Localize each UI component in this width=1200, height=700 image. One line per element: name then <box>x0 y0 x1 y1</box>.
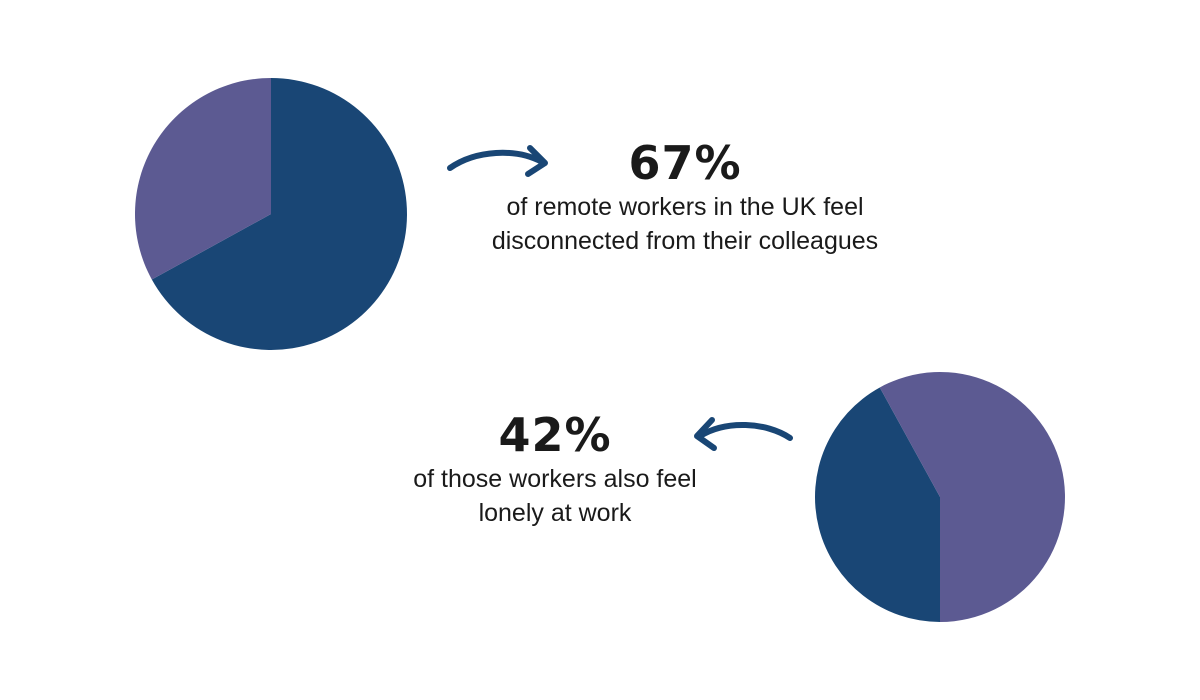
stat-description: of those workers also feel lonely at wor… <box>413 465 697 527</box>
stat-block-lonely: 42% of those workers also feel lonely at… <box>380 408 730 530</box>
pie-slice <box>134 78 271 280</box>
curved-arrow-left-icon <box>694 417 793 451</box>
stat-value: 67% <box>628 136 742 190</box>
pie-slice <box>879 372 1065 622</box>
pie-chart-lonely-at-work <box>814 372 1065 622</box>
pie-chart-remote-disconnected <box>134 78 407 350</box>
pie-slice <box>814 387 940 622</box>
stat-value: 42% <box>498 408 612 462</box>
stat-description: of remote workers in the UK feel disconn… <box>491 193 879 255</box>
curved-arrow-right-icon <box>447 145 548 177</box>
pie-slice <box>151 78 407 350</box>
stat-block-disconnected: 67% of remote workers in the UK feel dis… <box>480 136 890 258</box>
